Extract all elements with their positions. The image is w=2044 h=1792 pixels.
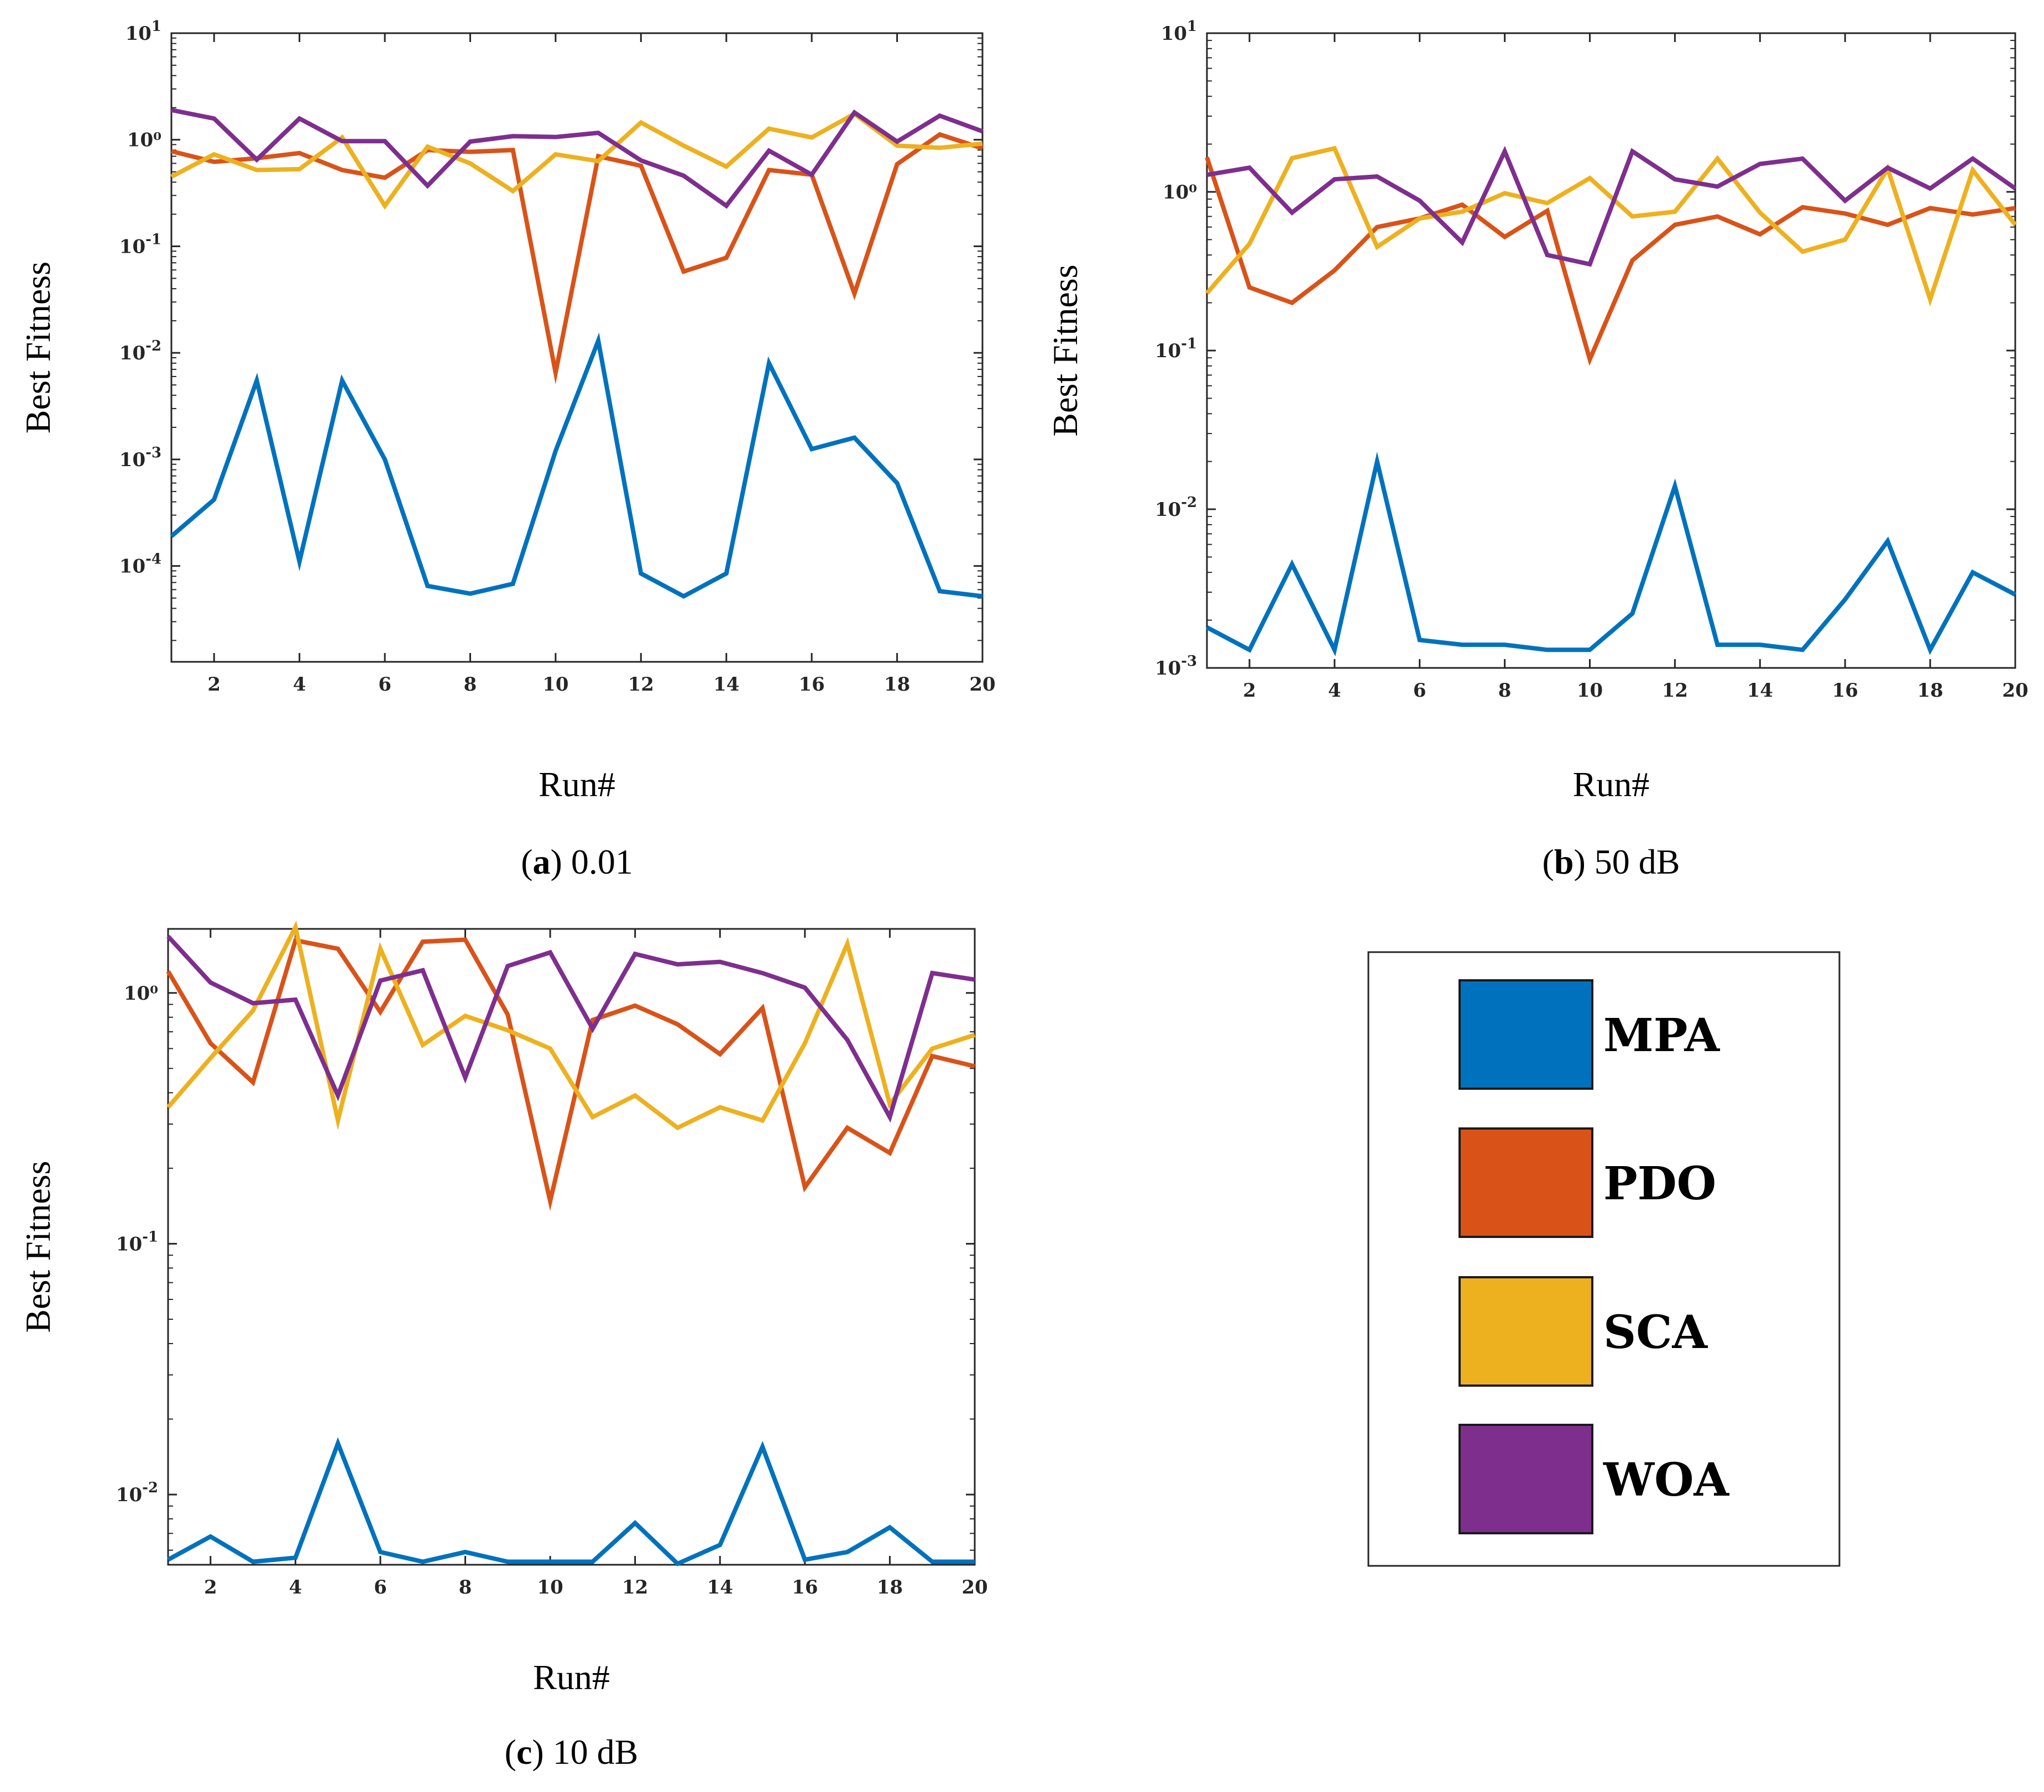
legend-box — [1367, 951, 1841, 1567]
y-axis-label-a: Best Fitness — [18, 262, 57, 433]
y-tick-label-c: 10-2 — [116, 1480, 158, 1506]
x-tick-label-b: 16 — [1832, 680, 1858, 702]
legend-swatch-pdo — [1458, 1127, 1593, 1238]
x-tick-label-c: 2 — [204, 1576, 217, 1598]
caption-c: (c) 10 dB — [505, 1732, 639, 1772]
x-tick-label-b: 12 — [1662, 680, 1688, 702]
caption-b: (b) 50 dB — [1543, 842, 1680, 881]
x-tick-label-c: 4 — [289, 1576, 302, 1598]
y-tick-label-a: 10-2 — [119, 338, 161, 364]
plot-area-b — [1206, 32, 2016, 669]
x-tick-label-c: 14 — [707, 1576, 733, 1598]
y-tick-label-a: 10-4 — [119, 551, 161, 578]
x-tick-label-b: 4 — [1328, 680, 1341, 702]
series-line-woa-a — [171, 108, 984, 209]
panel-b-chart: 101 10⁰ 10-1 10-2 10-3 2 4 6 8 10 12 14 16 18 20 Best F… — [1045, 18, 2029, 881]
x-tick-label-b: 20 — [2002, 680, 2028, 702]
x-tick-label-a: 16 — [798, 673, 824, 696]
series-line-pdo-b — [1205, 156, 2016, 366]
x-tick-label-a: 14 — [713, 673, 739, 696]
series-line-pdo-a — [171, 132, 984, 385]
y-axis-label-b: Best Fitness — [1045, 264, 1085, 436]
y-tick-label-a: 10⁰ — [127, 129, 161, 151]
y-tick-label-c: 10⁰ — [124, 983, 158, 1005]
series-line-woa-b — [1206, 145, 2017, 267]
x-tick-label-a: 10 — [542, 673, 568, 696]
legend-swatch-mpa — [1458, 979, 1593, 1090]
x-tick-label-c: 10 — [537, 1576, 563, 1598]
y-tick-label-b: 101 — [1161, 18, 1197, 45]
x-tick-label-b: 6 — [1413, 680, 1426, 702]
y-tick-label-b: 10⁰ — [1163, 181, 1197, 203]
y-tick-label-b: 10-3 — [1155, 653, 1197, 680]
x-tick-label-c: 16 — [792, 1576, 818, 1598]
panel-c-chart: 10⁰ 10-1 10-2 2 4 6 8 10 12 14 16 18 20 Best Fitness R… — [18, 920, 988, 1772]
x-tick-label-a: 2 — [207, 673, 221, 696]
series-line-sca-a — [170, 111, 983, 210]
x-tick-label-c: 18 — [877, 1576, 903, 1598]
x-axis-label-b: Run# — [1573, 765, 1650, 804]
x-tick-label-a: 6 — [378, 673, 391, 696]
legend-label-sca: SCA — [1603, 1306, 1708, 1359]
y-tick-label-a: 101 — [126, 18, 161, 45]
x-tick-label-b: 8 — [1498, 680, 1512, 702]
x-tick-label-a: 20 — [969, 673, 995, 696]
x-tick-label-b: 14 — [1747, 680, 1773, 702]
legend-swatch-sca — [1458, 1276, 1593, 1387]
y-tick-label-a: 10-3 — [119, 445, 161, 471]
legend-label-woa: WOA — [1603, 1454, 1730, 1507]
x-tick-label-c: 6 — [374, 1576, 387, 1598]
plot-area-a — [170, 32, 984, 663]
x-tick-label-b: 2 — [1243, 680, 1256, 702]
legend-label-mpa: MPA — [1603, 1009, 1720, 1062]
legend-label-pdo: PDO — [1603, 1157, 1716, 1210]
series-line-woa-c — [166, 934, 975, 1123]
caption-a: (a) 0.01 — [521, 842, 633, 881]
x-axis-label-a: Run# — [539, 765, 615, 804]
y-tick-label-b: 10-1 — [1155, 336, 1197, 362]
series-line-sca-b — [1205, 145, 2017, 307]
x-tick-label-a: 4 — [293, 673, 306, 696]
y-tick-label-b: 10-2 — [1155, 494, 1197, 521]
x-tick-label-a: 12 — [628, 673, 654, 696]
series-line-mpa-a — [170, 332, 983, 599]
series-line-pdo-c — [166, 937, 975, 1211]
y-tick-label-a: 10-1 — [119, 231, 161, 258]
legend: MPA PDO SCA WOA — [1367, 951, 1841, 1567]
series-line-mpa-c — [167, 1437, 975, 1566]
panel-a-chart: 101 10⁰ 10-1 10-2 10-3 10-4 2 4 6 8 10 12 14 16 18 20 Be… — [18, 18, 996, 881]
series-line-mpa-b — [1206, 451, 2016, 657]
x-axis-label-c: Run# — [533, 1658, 610, 1697]
legend-swatch-woa — [1458, 1424, 1593, 1534]
x-tick-label-b: 18 — [1917, 680, 1943, 702]
y-tick-label-c: 10-1 — [116, 1229, 158, 1255]
x-tick-label-c: 12 — [622, 1576, 648, 1598]
x-tick-label-c: 20 — [961, 1576, 987, 1598]
series-line-sca-c — [166, 920, 976, 1131]
x-tick-label-b: 10 — [1577, 680, 1603, 702]
x-tick-label-a: 18 — [884, 673, 910, 696]
y-axis-label-c: Best Fitness — [18, 1161, 57, 1333]
plot-area-c — [167, 928, 976, 1566]
x-tick-label-a: 8 — [464, 673, 477, 696]
x-tick-label-c: 8 — [459, 1576, 472, 1598]
